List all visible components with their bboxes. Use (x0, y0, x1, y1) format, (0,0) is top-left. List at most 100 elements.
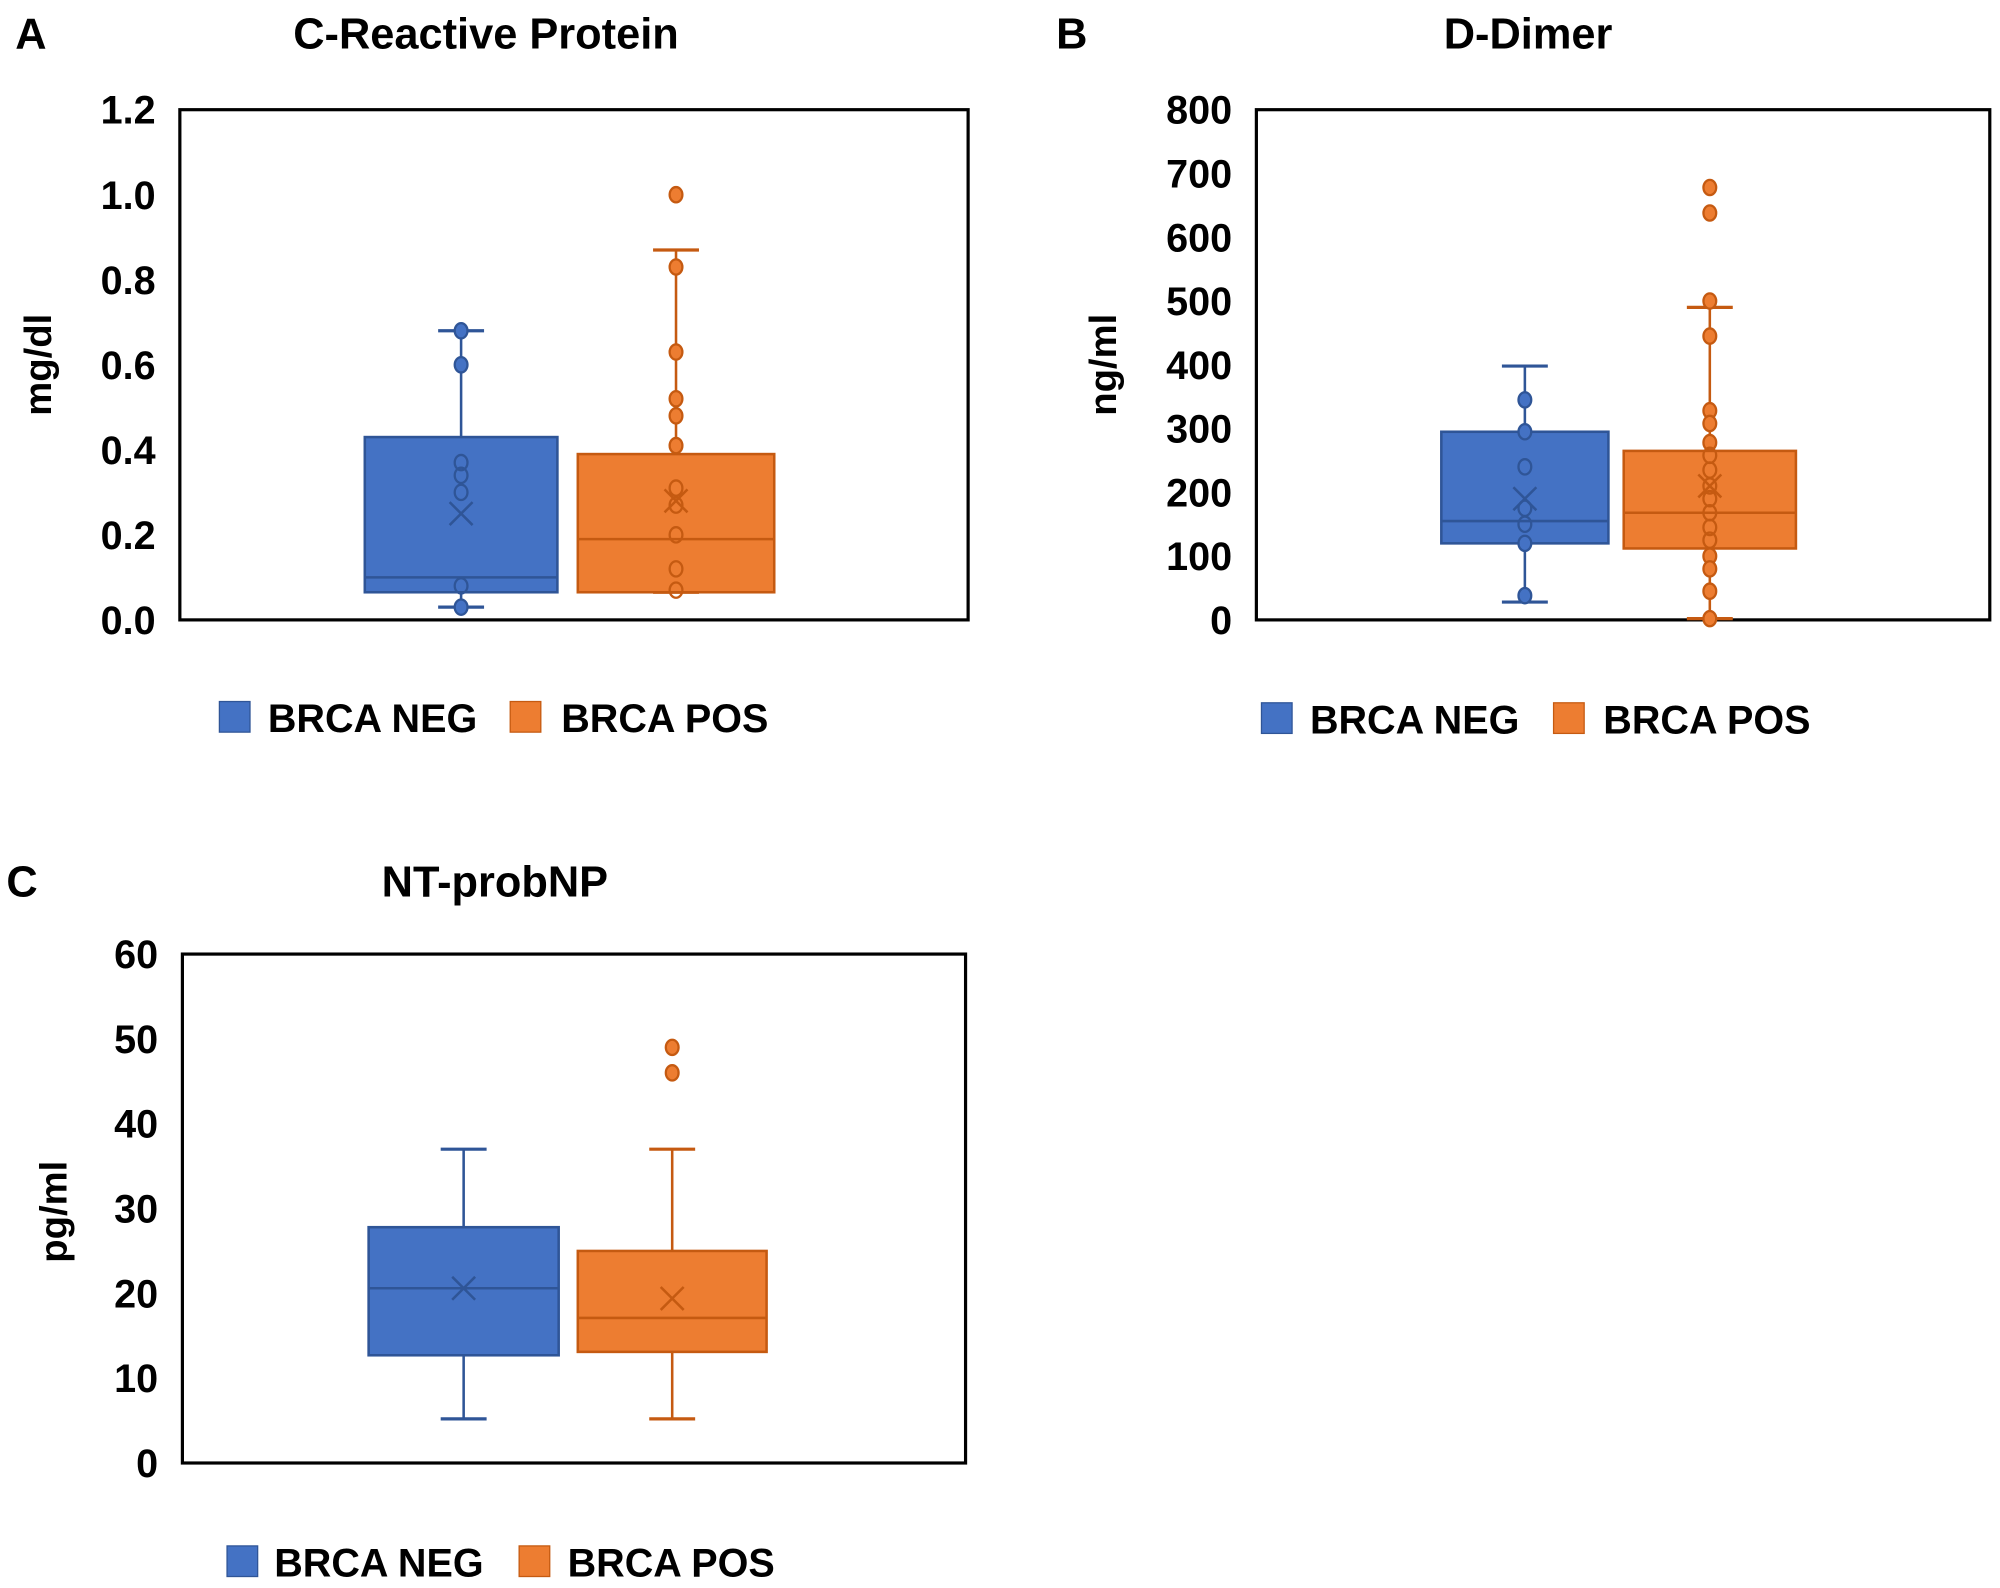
box-series-neg (367, 1147, 560, 1421)
y-tick-label: 0.6 (101, 344, 156, 388)
legend-swatch-pos (1552, 702, 1585, 735)
plot-area: 0.0 0.2 0.4 0.6 0.8 1.0 1.2 (101, 89, 970, 643)
legend-label-pos: BRCA POS (561, 697, 768, 741)
y-tick-label: 0 (136, 1442, 158, 1486)
data-point (668, 258, 684, 276)
data-point (1517, 515, 1533, 534)
box (367, 1225, 560, 1357)
y-tick-label: 60 (114, 933, 158, 977)
data-point (668, 185, 684, 204)
data-point (1517, 534, 1533, 553)
data-point (453, 453, 469, 472)
data-point (1517, 422, 1533, 441)
box-series-neg (363, 321, 559, 616)
mean-marker (448, 501, 474, 526)
legend-label-pos: BRCA POS (568, 1542, 775, 1586)
legend-label-pos: BRCA POS (1603, 698, 1810, 742)
y-tick-label: 1.2 (101, 89, 156, 133)
panel-letter: B (1056, 10, 1087, 58)
plot-frame (178, 108, 970, 622)
box-series-pos (576, 185, 776, 599)
y-tick-label: 40 (114, 1103, 158, 1147)
box-series-neg (1440, 364, 1610, 605)
box (1440, 430, 1610, 545)
y-tick-label: 100 (1166, 535, 1232, 579)
y-tick-label: 600 (1166, 216, 1232, 260)
data-point (668, 343, 684, 361)
data-point (453, 483, 469, 502)
y-axis-label: ng/ml (1082, 314, 1125, 416)
data-point (1702, 518, 1718, 537)
y-tick-label: 0.0 (101, 599, 156, 643)
data-point (1702, 327, 1718, 345)
y-tick-label: 1.0 (101, 174, 156, 218)
panel-letter: A (15, 10, 46, 58)
y-tick-label: 10 (114, 1357, 158, 1401)
data-point (1517, 391, 1533, 409)
mean-marker (1697, 473, 1723, 499)
legend-label-neg: BRCA NEG (274, 1542, 483, 1586)
legend-swatch-pos (509, 700, 542, 733)
data-point (1702, 433, 1718, 452)
y-tick-label: 200 (1166, 471, 1232, 515)
box (576, 1249, 768, 1354)
mean-marker (659, 1286, 685, 1311)
y-tick-label: 500 (1166, 280, 1232, 324)
plot-frame (180, 952, 968, 1465)
data-point (453, 577, 469, 595)
plot-area: 0 100 200 300 400 500 600 700 800 (1166, 89, 1992, 643)
panel-a: A C-Reactive Protein mg/dl 0.00.20.40.60… (15, 10, 970, 741)
data-point (453, 321, 469, 340)
panel-letter: C (6, 859, 37, 907)
data-point (668, 390, 684, 408)
data-point (1702, 178, 1718, 197)
data-point (1517, 586, 1533, 605)
data-point (668, 479, 684, 497)
y-axis-label: pg/ml (32, 1161, 75, 1263)
chart-title: C-Reactive Protein (293, 10, 679, 58)
y-tick-label: 0.2 (101, 514, 156, 558)
data-point (1702, 609, 1718, 628)
legend-label-neg: BRCA NEG (268, 697, 477, 741)
mean-marker (451, 1275, 477, 1301)
y-tick-label: 400 (1166, 344, 1232, 388)
data-point (1702, 582, 1718, 600)
y-tick-label: 0.8 (101, 259, 156, 303)
legend-swatch-pos (518, 1545, 551, 1578)
data-point (664, 1064, 680, 1082)
data-point (668, 436, 684, 455)
legend-swatch-neg (218, 700, 251, 733)
data-point (668, 526, 684, 544)
legend-swatch-neg (226, 1545, 259, 1578)
data-point (1702, 477, 1718, 495)
data-point (1517, 458, 1533, 476)
y-tick-label: 30 (114, 1188, 158, 1232)
box-series-pos (576, 1038, 768, 1421)
legend-label-neg: BRCA NEG (1310, 698, 1519, 742)
plot-area: 0 10 20 30 40 50 60 (114, 933, 968, 1486)
data-point (1702, 489, 1718, 508)
y-tick-label: 20 (114, 1272, 158, 1316)
y-tick-label: 700 (1166, 152, 1232, 196)
panel-b: B D-Dimer ng/ml 0 100 200 300 400 500 600 700 80… (1056, 10, 1992, 742)
data-point (668, 560, 684, 578)
data-point (453, 598, 469, 616)
data-point (453, 355, 469, 374)
chart-title: NT-probNP (382, 859, 608, 907)
box-series-pos (1622, 178, 1798, 628)
y-tick-label: 0.4 (101, 429, 156, 473)
mean-marker (1512, 486, 1538, 512)
data-point (668, 407, 684, 425)
y-tick-label: 800 (1166, 89, 1232, 133)
data-point (668, 496, 684, 514)
legend-swatch-neg (1260, 702, 1293, 735)
data-point (668, 581, 684, 599)
data-point (1702, 204, 1718, 222)
data-point (1702, 414, 1718, 433)
y-tick-label: 0 (1210, 599, 1232, 643)
y-tick-label: 300 (1166, 408, 1232, 452)
data-point (1702, 560, 1718, 578)
data-point (664, 1038, 680, 1057)
